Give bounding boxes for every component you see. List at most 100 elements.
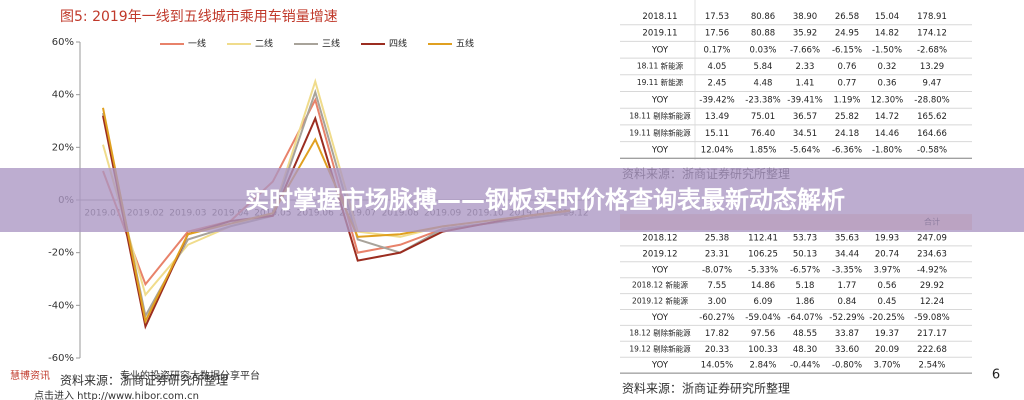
table-cell: 4.05 (708, 62, 727, 72)
table-cell: 14.46 (875, 129, 899, 139)
table-cell: -0.44% (790, 361, 820, 371)
table-cell: 100.33 (748, 345, 778, 355)
table-cell: -20.25% (869, 313, 904, 323)
table-cell: 164.66 (917, 129, 947, 139)
table-cell: 0.77 (838, 79, 857, 89)
table-cell: 50.13 (793, 249, 817, 259)
chart-title: 图5: 2019年一线到五线城市乘用车销量增速 (60, 8, 338, 25)
legend-label: 四线 (389, 38, 407, 50)
table-cell: 19.11 新能源 (637, 77, 684, 87)
table-cell: YOY (651, 45, 669, 55)
table-cell: 0.56 (878, 281, 897, 291)
table-cell: YOY (651, 313, 669, 323)
table-cell: -3.35% (832, 265, 862, 275)
table-cell: 17.82 (705, 329, 729, 339)
table-cell: 112.41 (748, 233, 778, 243)
legend-label: 五线 (456, 38, 474, 50)
table-cell: 1.41 (796, 79, 815, 89)
y-tick-label: -60% (48, 353, 74, 364)
table-cell: YOY (651, 361, 669, 371)
table-cell: 222.68 (917, 345, 947, 355)
table-cell: 25.38 (705, 233, 729, 243)
table-cell: 0.03% (749, 45, 776, 55)
y-tick-label: 20% (52, 142, 74, 153)
table-cell: 1.86 (796, 297, 815, 307)
table-cell: 0.17% (703, 45, 730, 55)
table-cell: 6.09 (754, 297, 773, 307)
table-cell: 76.40 (751, 129, 775, 139)
table-cell: 53.73 (793, 233, 817, 243)
table-cell: 24.95 (835, 29, 859, 39)
table-cell: 36.57 (793, 112, 817, 122)
table-cell: 35.63 (835, 233, 859, 243)
table-cell: 13.29 (920, 62, 944, 72)
watermark-link[interactable]: 点击进入 http://www.hibor.com.cn (34, 390, 199, 400)
table-cell: 2018.12 新能源 (632, 280, 688, 290)
table-cell: 75.01 (751, 112, 775, 122)
table-cell: -0.80% (832, 361, 862, 371)
table-cell: 13.49 (705, 112, 729, 122)
y-tick-label: -40% (48, 300, 74, 311)
table-cell: -5.33% (748, 265, 778, 275)
table-cell: 33.87 (835, 329, 859, 339)
table-cell: 165.62 (917, 112, 947, 122)
table-cell: 0.84 (838, 297, 857, 307)
table-cell: 25.82 (835, 112, 859, 122)
chart-source: 资料来源：浙商证券研究所整理 (60, 373, 228, 388)
table-cell: 14.72 (875, 112, 899, 122)
table-cell: 97.56 (751, 329, 775, 339)
table-cell: 0.32 (878, 62, 897, 72)
table-cell: 18.11 剔除新能源 (629, 111, 691, 121)
table-cell: 19.12 剔除新能源 (629, 343, 691, 353)
table-cell: 15.11 (705, 129, 729, 139)
table-cell: 24.18 (835, 129, 859, 139)
table-cell: 2018.12 (642, 233, 677, 243)
table-cell: -1.80% (872, 145, 902, 155)
table-cell: 0.45 (878, 297, 897, 307)
y-tick-label: 60% (52, 37, 74, 48)
table-cell: 247.09 (917, 233, 947, 243)
table-cell: 3.70% (873, 361, 900, 371)
table-cell: -39.41% (787, 95, 822, 105)
legend-label: 一线 (188, 38, 206, 50)
watermark-slogan: 专业的投资研究大数据分享平台 (120, 369, 260, 382)
table-cell: -7.66% (790, 45, 820, 55)
table-cell: -0.58% (917, 145, 947, 155)
watermark-brand: 慧博资讯 (10, 369, 50, 382)
table-cell: 19.37 (875, 329, 899, 339)
banner-band (0, 168, 1024, 232)
page-number: 6 (992, 368, 1000, 383)
table-cell: 174.12 (917, 29, 947, 39)
table-cell: -52.29% (829, 313, 864, 323)
table-cell: 178.91 (917, 12, 947, 22)
table-cell: 23.31 (705, 249, 729, 259)
table-cell: -8.07% (702, 265, 732, 275)
table-cell: 35.92 (793, 29, 817, 39)
table-cell: 3.97% (873, 265, 900, 275)
table-cell: -6.36% (832, 145, 862, 155)
table-cell: 9.47 (923, 79, 942, 89)
table-cell: 0.36 (878, 79, 897, 89)
table-cell: 2.84% (749, 361, 776, 371)
table-cell: 5.84 (754, 62, 773, 72)
table-cell: 14.05% (701, 361, 733, 371)
legend-label: 二线 (255, 38, 273, 50)
table-cell: 2019.12 (642, 249, 677, 259)
table-cell: -4.92% (917, 265, 947, 275)
table-cell: 38.90 (793, 12, 817, 22)
table-cell: -60.27% (699, 313, 734, 323)
table-cell: 3.00 (708, 297, 727, 307)
table-cell: 19.11 剔除新能源 (629, 127, 691, 137)
table-cell: 12.04% (701, 145, 733, 155)
table-cell: 34.51 (793, 129, 817, 139)
table-cell: 106.25 (748, 249, 778, 259)
y-tick-label: 40% (52, 90, 74, 101)
table-cell: 217.17 (917, 329, 947, 339)
table-cell: -28.80% (914, 95, 949, 105)
table-cell: 1.85% (749, 145, 776, 155)
table-cell: 7.55 (708, 281, 727, 291)
table-cell: 14.82 (875, 29, 899, 39)
table-cell: 48.55 (793, 329, 817, 339)
table-cell: 2.33 (796, 62, 815, 72)
